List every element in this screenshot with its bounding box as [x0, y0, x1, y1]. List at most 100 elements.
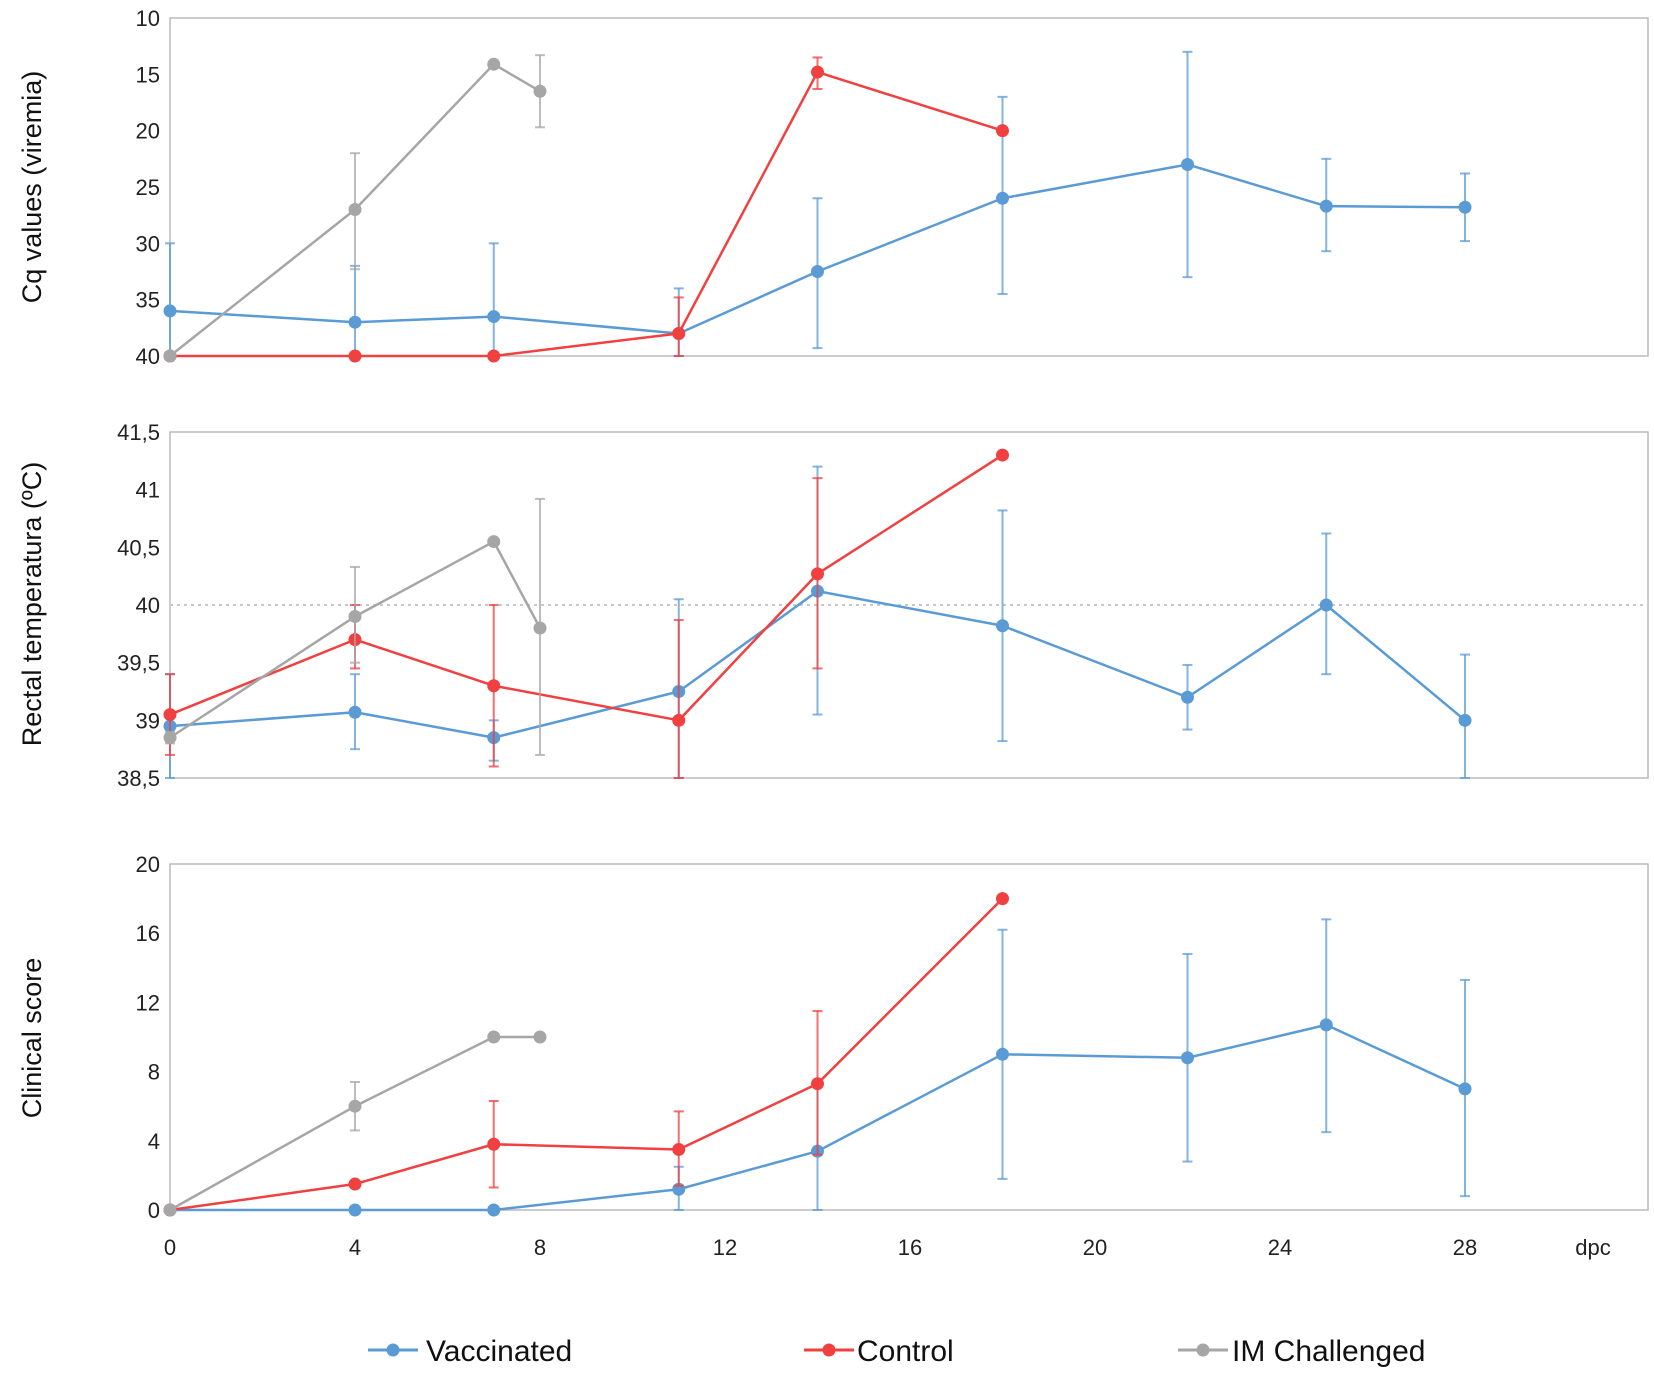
ylabel-clinical: Clinical score — [17, 958, 47, 1119]
series-control-viremia — [163, 56, 1009, 363]
ytick-label-clinical: 8 — [148, 1060, 160, 1085]
data-point-vaccinated — [996, 191, 1009, 205]
data-point-im-challenged — [533, 621, 547, 635]
plot-frame-temperature — [169, 431, 1649, 779]
xtick-label: 24 — [1268, 1235, 1292, 1260]
series-line-control — [169, 454, 1004, 722]
ytick-label-temperature: 38,5 — [117, 766, 160, 791]
data-point-control — [996, 448, 1009, 462]
data-point-control — [811, 567, 824, 581]
data-point-control — [811, 65, 824, 79]
data-point-vaccinated — [1181, 1051, 1194, 1065]
data-point-im-challenged — [348, 1099, 362, 1113]
plot-frame-viremia — [169, 17, 1649, 357]
data-point-control — [487, 1137, 501, 1151]
legend-label-im-challenged: IM Challenged — [1232, 1335, 1425, 1368]
data-point-control — [996, 124, 1009, 138]
data-point-vaccinated — [487, 1203, 501, 1217]
data-point-im-challenged — [163, 1203, 177, 1217]
ytick-label-temperature: 39,5 — [117, 651, 160, 676]
data-point-vaccinated — [1458, 713, 1472, 727]
data-point-im-challenged — [348, 203, 362, 217]
legend-marker-control — [822, 1343, 836, 1357]
data-point-im-challenged — [163, 731, 177, 745]
ylabel-viremia: Cq values (viremia) — [17, 71, 47, 304]
data-point-control — [487, 349, 501, 363]
chart-panels: 1015202530354038,53939,54040,54141,50481… — [117, 6, 1649, 1260]
ytick-label-viremia: 35 — [136, 288, 160, 313]
data-point-vaccinated — [1319, 598, 1333, 612]
xtick-label: 0 — [164, 1235, 176, 1260]
ytick-label-viremia: 20 — [136, 119, 160, 144]
panel-clinical: 0 4 8 12 16 20 0 4 8 12 16 20 24 28 — [136, 852, 1649, 1260]
ytick-label-clinical: 16 — [136, 921, 160, 946]
legend-item-im-challenged: IM Challenged — [1178, 1335, 1425, 1368]
data-point-vaccinated — [487, 310, 501, 324]
series-im-challenged-viremia — [163, 54, 547, 363]
data-point-im-challenged — [533, 84, 547, 98]
ytick-label-clinical: 4 — [148, 1129, 160, 1154]
series-line-im-challenged — [169, 62, 541, 357]
xtick-label: 12 — [713, 1235, 737, 1260]
data-point-control — [487, 679, 501, 693]
xtick-label: 4 — [349, 1235, 361, 1260]
data-point-vaccinated — [1458, 1082, 1472, 1096]
legend-label-control: Control — [857, 1335, 954, 1368]
legend: Vaccinated Control IM Challenged — [368, 1335, 1425, 1368]
series-line-control — [170, 70, 1003, 358]
ytick-label-clinical: 12 — [136, 990, 160, 1015]
data-point-im-challenged — [487, 57, 501, 71]
data-point-control — [811, 1077, 824, 1091]
data-point-im-challenged — [487, 535, 501, 549]
data-point-im-challenged — [487, 1030, 501, 1044]
series-vaccinated-viremia — [163, 50, 1472, 357]
legend-item-vaccinated: Vaccinated — [368, 1335, 572, 1368]
ytick-label-temperature: 41 — [136, 478, 160, 503]
xtick-label: 28 — [1453, 1235, 1477, 1260]
series-im-challenged-temperature — [163, 497, 547, 756]
series-line-im-challenged — [169, 1035, 540, 1212]
legend-marker-vaccinated — [386, 1343, 400, 1357]
data-point-control — [348, 1177, 362, 1191]
ytick-label-temperature: 40,5 — [117, 535, 160, 560]
data-point-vaccinated — [1319, 1018, 1333, 1032]
series-control-temperature — [163, 448, 1009, 779]
series-im-challenged-clinical — [163, 1030, 547, 1217]
data-point-vaccinated — [348, 705, 362, 719]
data-point-control — [996, 892, 1009, 906]
ytick-label-viremia: 40 — [136, 344, 160, 369]
data-point-im-challenged — [348, 610, 362, 624]
panel-temperature: 38,5 39 39,5 40 40,5 41 41,5 — [117, 420, 1649, 791]
xtick-label: 20 — [1083, 1235, 1107, 1260]
plot-frame-clinical — [169, 863, 1649, 1211]
data-point-vaccinated — [1458, 200, 1472, 214]
legend-item-control: Control — [804, 1335, 954, 1368]
data-point-vaccinated — [1181, 157, 1194, 171]
data-point-vaccinated — [348, 1203, 362, 1217]
data-point-vaccinated — [1181, 690, 1194, 704]
legend-label-vaccinated: Vaccinated — [426, 1335, 572, 1368]
ylabel-temperature: Rectal temperatura (ºC) — [17, 462, 47, 746]
series-line-im-challenged — [169, 540, 542, 739]
data-point-im-challenged — [163, 349, 177, 363]
data-point-vaccinated — [996, 619, 1009, 633]
ytick-label-viremia: 25 — [136, 175, 160, 200]
xtick-label: 8 — [534, 1235, 546, 1260]
data-point-control — [672, 713, 686, 727]
data-point-im-challenged — [533, 1030, 547, 1044]
panel-viremia: 10 15 20 25 30 35 40 — [136, 6, 1649, 369]
ytick-label-temperature: 41,5 — [117, 420, 160, 445]
ytick-label-viremia: 30 — [136, 231, 160, 256]
data-point-vaccinated — [996, 1047, 1009, 1061]
data-point-vaccinated — [163, 304, 177, 318]
data-point-vaccinated — [348, 315, 362, 329]
ytick-label-temperature: 39 — [136, 708, 160, 733]
data-point-control — [672, 326, 686, 340]
data-point-vaccinated — [811, 265, 824, 278]
ytick-label-clinical: 0 — [148, 1198, 160, 1223]
data-point-control — [163, 708, 177, 722]
ytick-label-temperature: 40 — [136, 593, 160, 618]
xtick-label: 16 — [898, 1235, 922, 1260]
ytick-label-viremia: 15 — [136, 62, 160, 87]
